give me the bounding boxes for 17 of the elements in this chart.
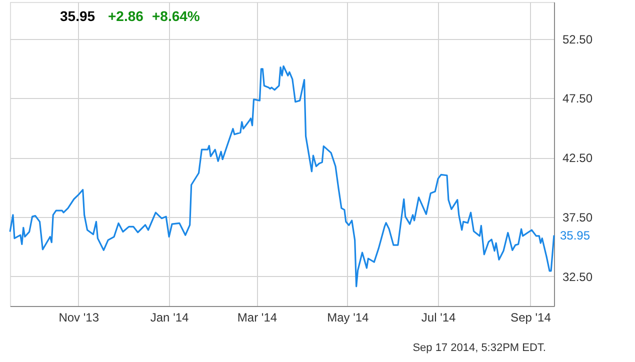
y-tick-label: 47.50 xyxy=(562,92,593,106)
x-tick-label: Mar '14 xyxy=(237,310,278,324)
text: Sep 17 2014, 5:32PM EDT. xyxy=(412,342,546,354)
annotation: +2.86 xyxy=(108,8,144,24)
y-tick-label: 52.50 xyxy=(562,32,593,46)
annotation: +8.64% xyxy=(152,8,200,24)
x-tick-label: May '14 xyxy=(327,310,370,324)
y-tick-label: 32.50 xyxy=(562,270,593,284)
x-tick-label: Jul '14 xyxy=(421,310,456,324)
x-tick-label: Jan '14 xyxy=(150,310,190,324)
x-tick-label: Nov '13 xyxy=(58,310,100,324)
annotation: 35.95 xyxy=(560,228,590,242)
line-series xyxy=(9,65,555,288)
x-tick-label: Sep '14 xyxy=(510,310,552,324)
y-tick-label: 42.50 xyxy=(562,151,593,166)
annotation: 35.95 xyxy=(60,8,96,24)
y-tick-label: 37.50 xyxy=(562,210,593,224)
